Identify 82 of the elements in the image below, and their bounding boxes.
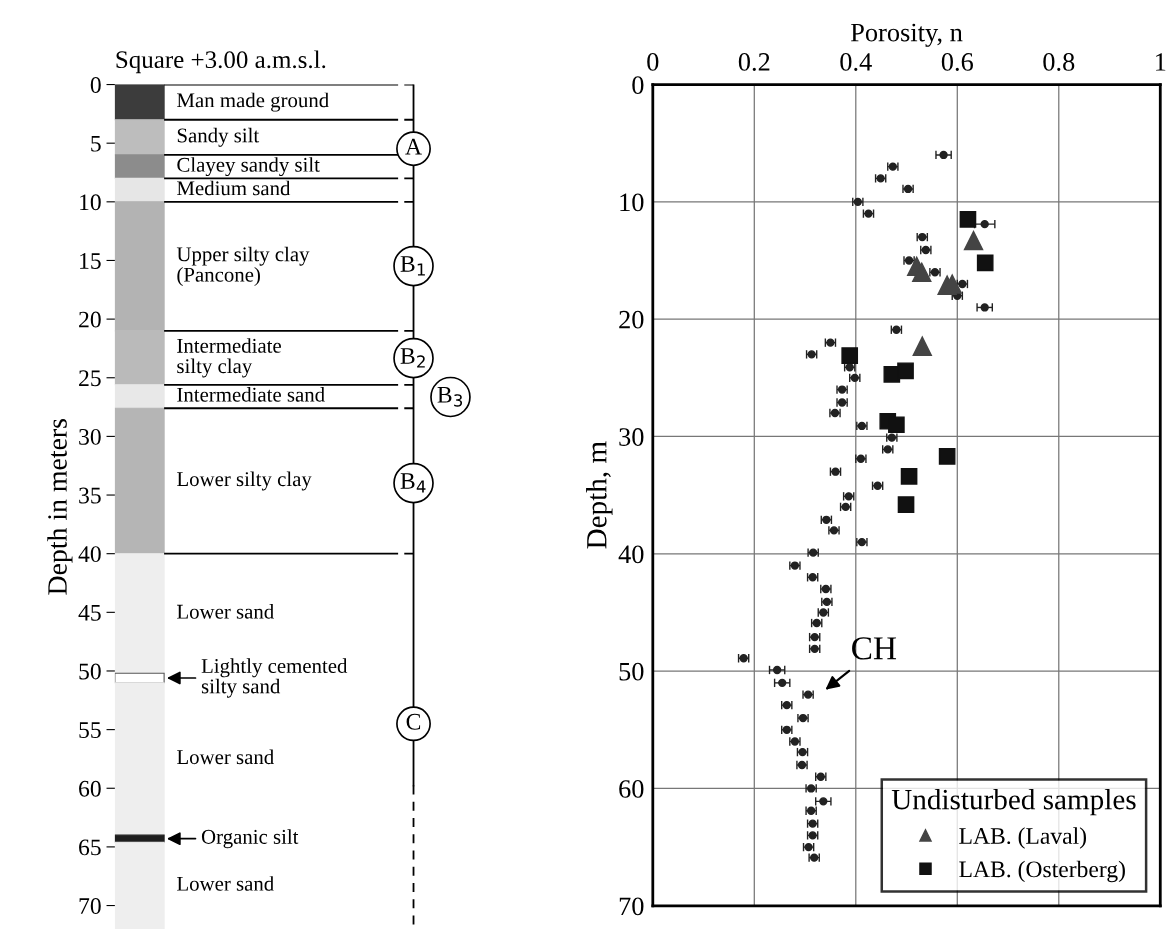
bar <box>114 682 165 836</box>
series-label: Clayey sandy silt <box>177 157 320 177</box>
x-tick-label: 0.2 <box>738 53 770 71</box>
legend-label: LAB. (Osterberg) <box>959 860 1125 883</box>
bar <box>114 119 165 156</box>
y-axis-title: Depth in meters <box>47 419 73 595</box>
y-tick-label: 45 <box>78 604 101 621</box>
point <box>841 347 859 364</box>
y-tick-label: 5 <box>91 135 101 152</box>
y-tick-label: 70 <box>79 898 101 914</box>
x-tick-label: 1 <box>1156 53 1166 71</box>
bar <box>114 84 165 121</box>
x-tick-label: 0.4 <box>840 53 872 71</box>
bar <box>114 384 165 409</box>
series-label: Lower sand <box>177 604 274 619</box>
x-tick-label: 0.8 <box>1043 53 1075 71</box>
y-axis-title: Depth, m <box>586 441 613 549</box>
text: B$_{2}$ <box>400 348 425 368</box>
text: B$_{1}$ <box>400 256 425 276</box>
y-tick-label: 0 <box>90 77 101 93</box>
series-label: Sandy silt <box>177 127 260 147</box>
series-label: Lightly cemented silty sand <box>201 658 348 698</box>
bar <box>114 841 165 929</box>
bar <box>114 154 165 179</box>
point <box>772 665 782 675</box>
point <box>819 797 828 806</box>
x-axis-title: Porosity, n <box>850 23 963 47</box>
point <box>980 219 989 229</box>
text: B$_{3}$ <box>437 387 463 407</box>
y-tick-label: 40 <box>618 545 644 564</box>
y-tick-label: 10 <box>80 194 101 211</box>
y-tick-label: 40 <box>78 546 101 563</box>
legend-title: Undisturbed samples <box>891 788 1136 816</box>
bar <box>114 407 165 555</box>
point <box>778 678 787 688</box>
series-label: Lower silty clay <box>177 471 312 491</box>
y-tick-label: 60 <box>79 780 101 797</box>
y-tick-label: 25 <box>79 370 101 387</box>
y-tick-label: 15 <box>80 253 101 269</box>
point <box>980 303 989 312</box>
series-label: Lower sand <box>177 876 274 891</box>
point <box>912 262 932 282</box>
series-label: Lower sand <box>177 749 274 765</box>
y-tick-label: 20 <box>619 310 644 329</box>
point <box>888 416 905 434</box>
y-tick-label: 20 <box>79 311 101 328</box>
y-tick-label: 50 <box>79 663 101 680</box>
point <box>959 211 977 228</box>
x-tick-label: 0 <box>647 53 659 71</box>
y-tick-label: 55 <box>79 722 101 739</box>
point <box>897 362 914 380</box>
point <box>938 448 956 465</box>
point <box>912 336 932 356</box>
y-tick-label: 35 <box>79 487 101 504</box>
text: A <box>405 138 422 155</box>
point <box>976 254 994 272</box>
bar <box>114 553 165 674</box>
series-label: Intermediate silty clay <box>177 338 281 378</box>
point <box>963 230 984 251</box>
y-tick-label: 30 <box>79 428 101 445</box>
x-tick-label: 0.6 <box>941 53 973 71</box>
point <box>939 150 948 160</box>
annotation: CH <box>852 637 897 660</box>
y-tick-label: 0 <box>632 76 644 94</box>
legend-label: LAB. (Laval) <box>959 827 1087 849</box>
series-label: Intermediate sand <box>177 387 325 402</box>
series-label: Organic silt <box>201 829 299 849</box>
y-tick-label: 10 <box>620 193 644 212</box>
text: Square +3.00 a.m.s.l. <box>116 50 326 74</box>
series-label: Man made ground <box>177 92 329 112</box>
y-tick-label: 30 <box>619 428 644 446</box>
bar <box>114 177 165 203</box>
point <box>897 496 915 513</box>
y-tick-label: 65 <box>79 839 101 856</box>
series-label: Upper silty clay (Pancone) <box>176 246 310 286</box>
text: B$_{4}$ <box>400 473 426 493</box>
point <box>900 468 918 485</box>
y-tick-label: 70 <box>619 897 644 916</box>
text: C <box>406 713 421 730</box>
y-tick-label: 50 <box>619 662 644 681</box>
series-label: Medium sand <box>177 180 291 196</box>
y-tick-label: 60 <box>619 780 644 798</box>
